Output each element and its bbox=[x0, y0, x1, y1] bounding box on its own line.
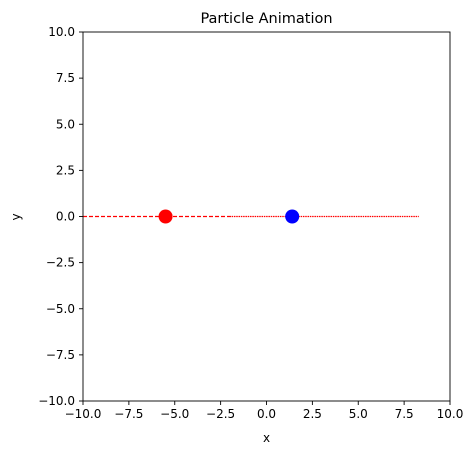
y-tick-label: 0.0 bbox=[56, 210, 75, 224]
x-axis-label: x bbox=[263, 431, 270, 445]
x-tick-label: 10.0 bbox=[437, 407, 464, 421]
x-tick-label: 0.0 bbox=[257, 407, 276, 421]
y-tick-label: −2.5 bbox=[46, 256, 75, 270]
x-tick-label: −2.5 bbox=[206, 407, 235, 421]
y-tick-label: 5.0 bbox=[56, 117, 75, 131]
x-tick-label: 2.5 bbox=[303, 407, 322, 421]
x-tick-label: 7.5 bbox=[395, 407, 414, 421]
particle-point-0 bbox=[158, 209, 173, 224]
x-tick-label: −7.5 bbox=[114, 407, 143, 421]
y-tick-label: 2.5 bbox=[56, 163, 75, 177]
x-tick-label: 5.0 bbox=[349, 407, 368, 421]
particle-point-1 bbox=[285, 209, 300, 224]
y-tick-label: −5.0 bbox=[46, 302, 75, 316]
y-axis-ticks: −10.0 −7.5 −5.0 −2.5 0.0 2.5 5.0 7.5 10.0 bbox=[38, 25, 83, 408]
y-axis-label: y bbox=[9, 213, 23, 220]
x-tick-label: −10.0 bbox=[65, 407, 102, 421]
y-tick-label: 10.0 bbox=[48, 25, 75, 39]
particles-layer bbox=[158, 209, 300, 224]
y-tick-label: 7.5 bbox=[56, 71, 75, 85]
x-tick-label: −5.0 bbox=[160, 407, 189, 421]
x-axis-ticks: −10.0 −7.5 −5.0 −2.5 0.0 2.5 5.0 7.5 10.0 bbox=[65, 401, 464, 421]
chart-title: Particle Animation bbox=[200, 11, 332, 27]
y-tick-label: −10.0 bbox=[38, 394, 75, 408]
y-tick-label: −7.5 bbox=[46, 348, 75, 362]
